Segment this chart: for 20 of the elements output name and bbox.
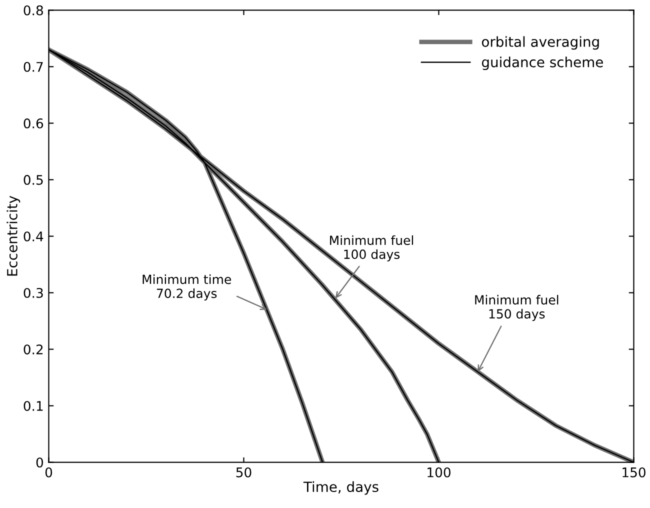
legend-label: guidance scheme — [482, 56, 603, 70]
annotation: Minimum fuel 150 days — [475, 294, 558, 322]
y-axis-title: Eccentricity — [6, 196, 20, 276]
y-tick-label: 0.3 — [24, 288, 43, 298]
y-tick-label: 0.5 — [24, 174, 43, 185]
y-tick-label: 0 — [36, 458, 44, 468]
x-tick-label: 150 — [622, 467, 646, 478]
annotation: Minimum fuel 100 days — [330, 235, 414, 262]
y-tick-label: 0.4 — [24, 231, 44, 242]
y-tick-label: 0.2 — [24, 344, 43, 354]
x-tick-label: 0 — [45, 467, 52, 478]
y-tick-label: 0.6 — [24, 118, 44, 128]
y-tick-label: 0.1 — [24, 400, 43, 411]
x-tick-label: 100 — [428, 467, 450, 478]
x-tick-label: 50 — [236, 467, 252, 478]
y-tick-label: 0.8 — [24, 5, 43, 16]
x-axis-title: Time, days — [303, 481, 378, 495]
legend-label: orbital averaging — [482, 36, 599, 50]
y-tick-label: 0.7 — [24, 62, 43, 72]
annotation: Minimum time 70.2 days — [142, 274, 232, 301]
